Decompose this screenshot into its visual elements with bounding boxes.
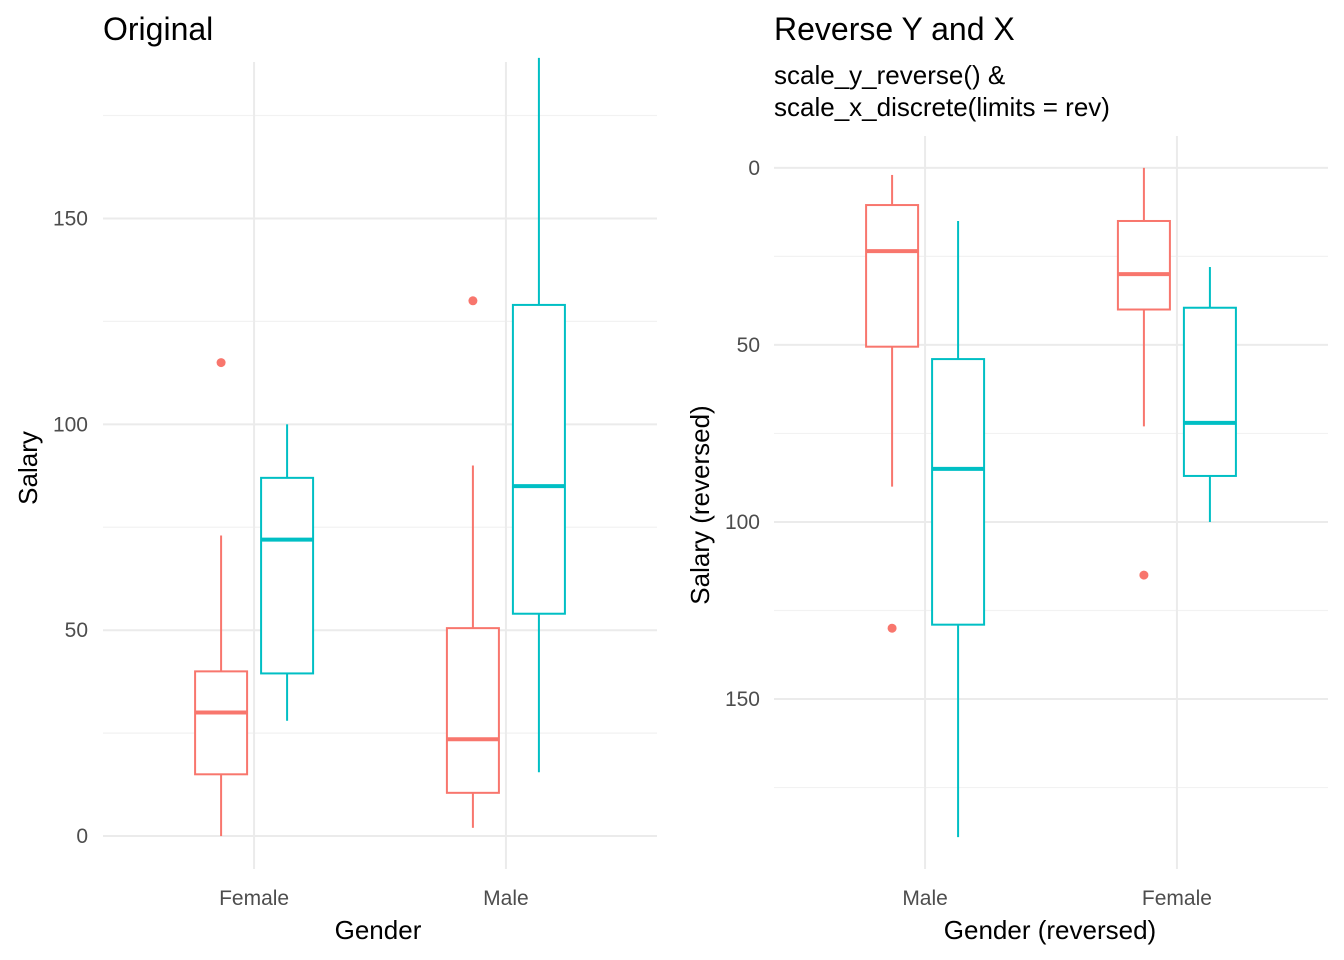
boxplot [260,424,315,721]
box [194,670,249,776]
boxplot [194,358,249,837]
plot-area: 0 50 100 150 Female Male [53,57,657,910]
outlier-point [887,623,897,633]
plot-area: 0 50 100 150 Male Female [725,136,1328,910]
y-tick-label: 50 [65,619,88,642]
boxplot [1116,167,1171,580]
boxplot [1182,267,1237,522]
y-tick-label: 150 [53,207,88,230]
y-tick-label: 0 [748,157,760,180]
box [1116,219,1171,311]
panel-subtitle-line-1: scale_y_reverse() & [774,60,1005,90]
box [511,303,566,615]
y-tick-label: 150 [725,688,760,711]
box [865,204,920,348]
y-tick-label: 0 [76,825,88,848]
x-tick-label: Male [483,887,529,910]
y-tick-label: 50 [737,334,760,357]
y-axis-title: Salary [13,431,43,505]
panel-original: Original 0 50 100 150 Female Male Gender Sala… [13,11,657,945]
x-tick-label: Female [1142,887,1212,910]
x-tick-label: Male [902,887,948,910]
panel-reversed: Reverse Y and X scale_y_reverse() & scal… [685,11,1328,945]
y-axis-title: Salary (reversed) [685,405,715,604]
box [1182,306,1237,477]
boxplot [511,57,566,773]
y-tick-label: 100 [725,511,760,534]
boxplot [931,220,986,838]
boxplot [445,296,500,828]
outlier-point [468,296,478,306]
panel-title: Original [103,11,213,47]
outlier-point [1139,570,1149,580]
panel-title: Reverse Y and X [774,11,1015,47]
panel-subtitle-line-2: scale_x_discrete(limits = rev) [774,92,1110,122]
x-axis-title: Gender [335,915,422,945]
x-tick-label: Female [219,887,289,910]
box [445,627,500,794]
x-axis-title: Gender (reversed) [944,915,1156,945]
boxplot [865,174,920,633]
outlier-point [216,358,226,368]
box [260,476,315,675]
box [931,358,986,626]
y-tick-label: 100 [53,413,88,436]
